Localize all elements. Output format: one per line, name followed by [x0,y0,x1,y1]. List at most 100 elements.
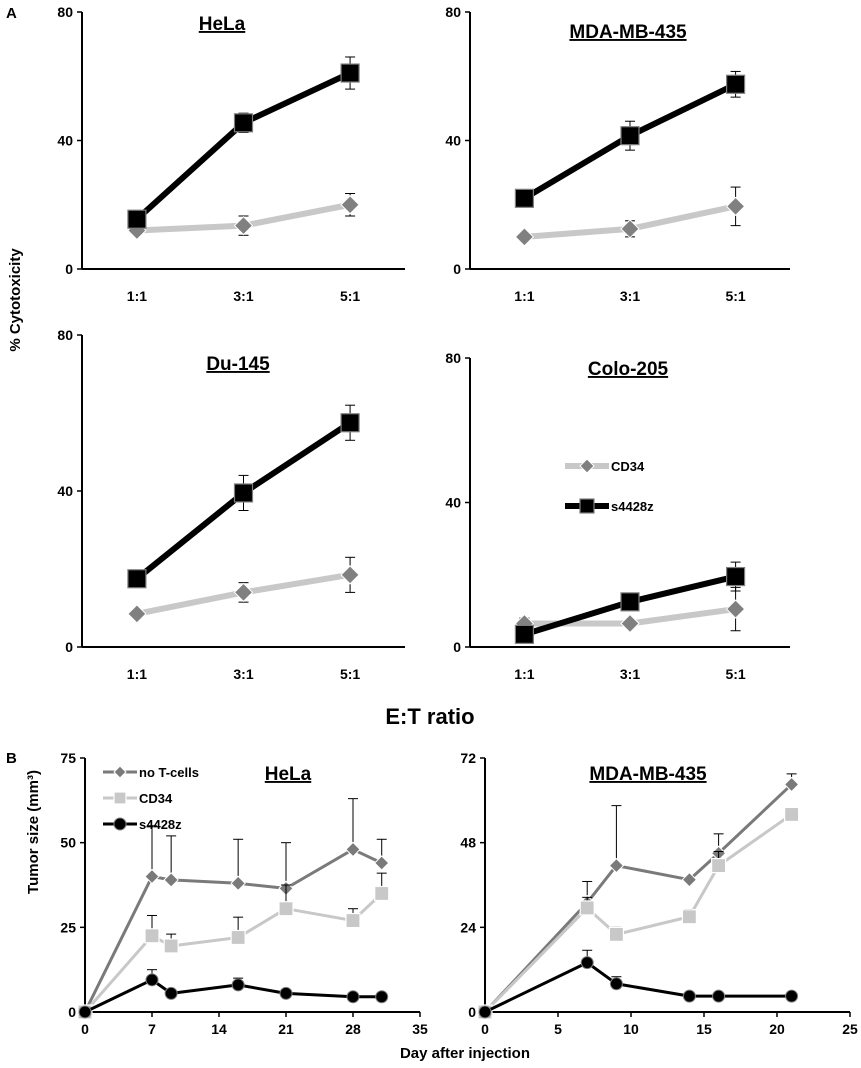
series-line [134,70,352,222]
series-cd34 [514,186,746,247]
x-tick-label: 1:1 [514,666,534,682]
y-tick-label: 40 [445,133,461,149]
data-point [127,569,147,589]
x-tick-label: 25 [842,1021,858,1037]
chart-title: HeLa [265,764,312,785]
b-x-axis-label: Day after injection [400,1045,530,1062]
panel-b-label: B [6,750,17,767]
series-s4428z [514,70,746,208]
data-point [346,990,360,1004]
chart-title: HeLa [199,14,246,35]
series-cd34 [77,872,390,1020]
data-point [279,986,293,1000]
data-point [725,566,746,587]
x-tick-label: 5:1 [725,288,745,304]
y-tick-label: 40 [445,495,461,511]
series-cd34 [127,556,360,624]
x-tick-label: 3:1 [620,288,640,304]
data-point [725,599,746,619]
legend-swatch-marker [113,791,127,805]
data-point [278,901,294,917]
chart-title: Du-145 [206,354,270,375]
series-s4428z [478,949,799,1019]
data-point [164,986,178,1000]
data-point [144,868,160,885]
legend: CD34 s4428z [565,458,654,514]
data-point [230,929,246,946]
chart-title: MDA-MB-435 [569,22,687,43]
data-point [514,188,535,208]
data-point [783,806,800,823]
series-s4428z [514,561,746,644]
legend-label: no T-cells [139,765,199,780]
y-tick-label: 0 [453,261,461,277]
series-s4428z [127,404,360,589]
x-tick-label: 5:1 [340,666,360,682]
legend-swatch-marker [113,765,127,779]
data-point [620,613,640,634]
data-point [609,977,623,991]
legend-swatch-marker [579,498,595,514]
data-point [233,483,254,503]
y-tick-label: 0 [453,639,461,655]
y-tick-label: 0 [68,1004,76,1020]
x-tick-label: 0 [81,1021,89,1037]
x-tick-label: 21 [278,1021,294,1037]
x-tick-label: 14 [211,1021,227,1037]
x-tick-label: 7 [148,1021,156,1037]
data-point [345,912,361,929]
chart-title: Colo-205 [588,359,669,380]
b-y-axis-label: Tumor size (mm³) [25,770,42,894]
legend-swatch-marker [579,458,595,474]
y-tick-label: 80 [445,4,461,20]
data-point [340,63,360,83]
y-tick-label: 50 [60,835,76,851]
chart-colo-a: 0 40 80 1:1 3:1 5:1 Colo-205 CD34 s4428z [445,350,790,682]
data-point [608,926,625,942]
y-tick-label: 75 [60,750,76,766]
x-tick-label: 15 [696,1021,712,1037]
series-s4428z [78,969,389,1019]
chart-mda-a: 0 40 80 1:1 3:1 5:1 MDA-MB-435 [445,4,790,304]
data-point [712,989,726,1003]
y-tick-label: 40 [57,133,73,149]
chart-title: MDA-MB-435 [589,764,707,785]
data-point [620,592,640,612]
x-tick-label: 3:1 [620,666,640,682]
y-tick-label: 0 [468,1004,476,1020]
data-point [163,938,179,954]
data-point [580,956,594,970]
data-point [163,872,179,888]
x-tick-label: 5:1 [340,288,360,304]
chart-hela-b: 0 25 50 75 0 7 14 21 28 35 HeLa no T-cells CD34 s4428… [60,750,428,1037]
y-tick-label: 80 [445,350,461,366]
x-tick-label: 20 [769,1021,785,1037]
data-point [78,1005,92,1019]
x-tick-label: 35 [412,1021,428,1037]
data-point [783,776,800,793]
data-point [233,113,254,133]
data-point [478,1005,492,1019]
data-point [233,215,254,236]
legend-label: s4428z [139,817,182,832]
data-point [127,209,147,229]
data-point [340,413,360,433]
data-point [145,973,159,987]
series-cd34 [127,193,360,241]
data-point [682,989,696,1003]
data-point [608,857,625,874]
series-line [83,892,383,1013]
a-y-axis-label: % Cytotoxicity [7,248,24,352]
x-tick-label: 28 [345,1021,361,1037]
y-tick-label: 0 [65,639,73,655]
series-no-t-cells [477,773,800,1020]
y-tick-label: 80 [57,327,73,343]
chart-mda-b: 0 24 48 72 0 5 10 15 20 25 MDA-MB-435 [460,750,858,1037]
data-point [620,219,640,239]
data-point [785,989,799,1003]
data-point [127,604,147,624]
x-tick-label: 1:1 [127,288,147,304]
legend-swatch-marker [113,817,127,831]
data-point [514,227,535,247]
